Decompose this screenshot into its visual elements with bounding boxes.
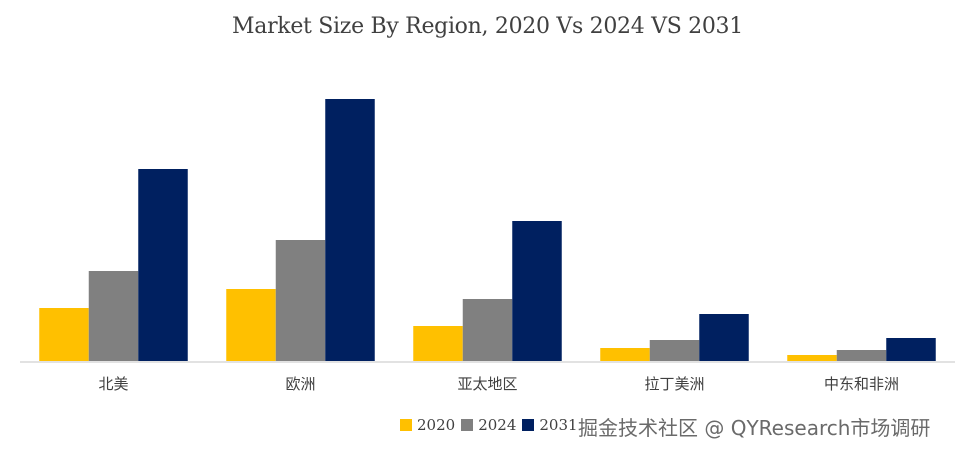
category-label: 亚太地区	[457, 375, 517, 393]
category-label: 欧洲	[285, 375, 315, 393]
legend-label: 2020	[417, 416, 456, 434]
category-label: 拉丁美洲	[644, 375, 704, 393]
legend-item-2024: 2024	[461, 416, 516, 434]
bar-2031-3	[699, 314, 749, 361]
bar-2031-1	[325, 99, 375, 361]
category-label: 中东和非洲	[824, 375, 899, 393]
bar-2031-2	[512, 221, 562, 361]
legend: 2020 2024 2031	[400, 416, 584, 434]
category-label: 北美	[98, 375, 128, 393]
bars-group	[39, 99, 936, 361]
legend-label: 2024	[478, 416, 517, 434]
legend-label: 2031	[539, 416, 578, 434]
bar-2024-1	[275, 240, 326, 361]
bar-2024-3	[649, 340, 700, 361]
bar-2020-3	[600, 348, 650, 361]
watermark-text: 掘金技术社区 @ QYResearch市场调研	[578, 416, 931, 440]
chart-title: Market Size By Region, 2020 Vs 2024 VS 2…	[232, 14, 743, 39]
bar-2020-4	[787, 355, 837, 361]
bar-2020-2	[413, 326, 463, 361]
bar-2031-0	[138, 169, 188, 361]
legend-swatch	[522, 419, 535, 431]
bar-2024-2	[462, 299, 513, 361]
category-labels: 北美 欧洲 亚太地区 拉丁美洲 中东和非洲	[98, 375, 899, 393]
bar-2024-4	[836, 350, 887, 361]
legend-item-2031: 2031	[522, 416, 578, 434]
bar-2020-1	[226, 289, 276, 361]
bar-2024-0	[88, 271, 139, 361]
bar-2031-4	[886, 338, 936, 361]
legend-item-2020: 2020	[400, 416, 455, 434]
legend-swatch	[400, 419, 412, 431]
legend-swatch	[461, 419, 474, 431]
bar-chart: 北美 欧洲 亚太地区 拉丁美洲 中东和非洲	[20, 99, 955, 393]
bar-2020-0	[39, 308, 89, 361]
